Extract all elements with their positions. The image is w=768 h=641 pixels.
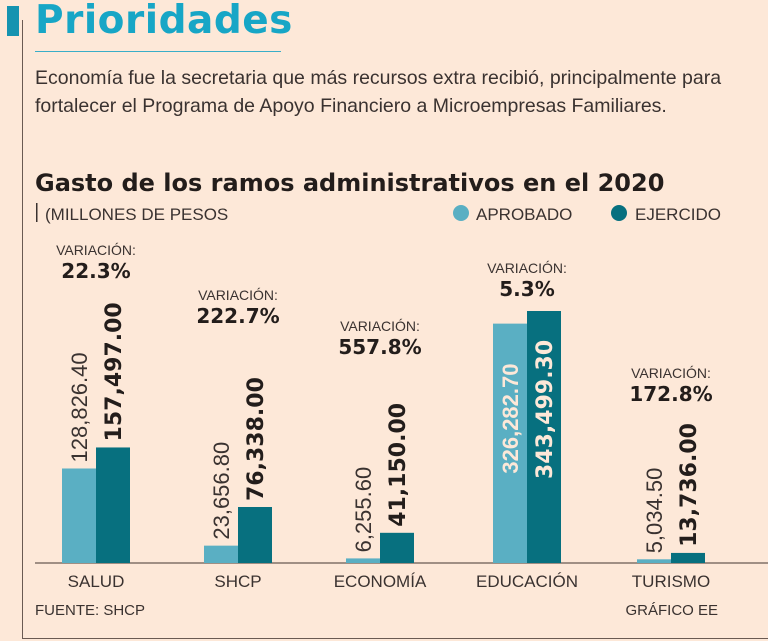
title-rule bbox=[35, 51, 281, 52]
variation-label: VARIACIÓN: bbox=[56, 242, 136, 258]
value-label-aprobado: 128,826.40 bbox=[67, 352, 92, 462]
bar-ejercido bbox=[380, 532, 414, 563]
value-label-ejercido: 157,497.00 bbox=[102, 302, 127, 441]
variation-value: 557.8% bbox=[338, 335, 421, 359]
category-label: TURISMO bbox=[632, 572, 710, 591]
value-label-ejercido: 41,150.00 bbox=[386, 403, 411, 527]
lead-text: Economía fue la secretaria que más recur… bbox=[35, 67, 722, 117]
chart-subtitle: (MILLONES DE PESOS bbox=[45, 205, 228, 224]
category-label: SALUD bbox=[68, 572, 125, 591]
value-label-ejercido: 76,338.00 bbox=[244, 377, 269, 501]
variation-value: 22.3% bbox=[61, 259, 130, 283]
bar-aprobado bbox=[637, 559, 671, 563]
bar-ejercido bbox=[527, 311, 561, 563]
value-label-ejercido: 13,736.00 bbox=[677, 423, 702, 547]
variation-label: VARIACIÓN: bbox=[631, 365, 711, 381]
page-title: Prioridades bbox=[35, 0, 293, 43]
variation-value: 172.8% bbox=[629, 382, 712, 406]
value-label-aprobado: 6,255.60 bbox=[351, 467, 376, 553]
variation-value: 5.3% bbox=[499, 277, 554, 301]
bar-aprobado bbox=[62, 468, 96, 563]
bar-ejercido bbox=[96, 447, 130, 563]
category-label: SHCP bbox=[214, 572, 261, 591]
chart-title: Gasto de los ramos administrativos en el… bbox=[35, 169, 664, 197]
bar-ejercido bbox=[671, 552, 705, 563]
frame bbox=[22, 20, 768, 639]
legend-swatch-ejercido bbox=[611, 205, 627, 221]
source-label: FUENTE: SHCP bbox=[35, 602, 145, 619]
value-label-aprobado: 23,656.80 bbox=[209, 442, 234, 540]
variation-label: VARIACIÓN: bbox=[340, 318, 420, 334]
legend-swatch-aprobado bbox=[453, 205, 469, 221]
bar-ejercido bbox=[238, 506, 272, 563]
bar-aprobado bbox=[204, 545, 238, 563]
bar-aprobado bbox=[346, 558, 380, 563]
category-label: EDUCACIÓN bbox=[476, 572, 578, 591]
credit-label: GRÁFICO EE bbox=[625, 602, 718, 619]
value-label-aprobado: 5,034.50 bbox=[642, 468, 667, 554]
category-label: ECONOMÍA bbox=[334, 572, 427, 591]
value-label-ejercido: 343,499.30 bbox=[533, 340, 558, 479]
legend-label-aprobado: APROBADO bbox=[476, 205, 572, 224]
title-flag bbox=[7, 6, 19, 36]
bar-aprobado bbox=[493, 323, 527, 563]
legend-label-ejercido: EJERCIDO bbox=[635, 205, 721, 224]
variation-value: 222.7% bbox=[196, 304, 279, 328]
value-label-aprobado: 326,282.70 bbox=[498, 364, 523, 474]
subtitle-bar bbox=[36, 203, 38, 222]
variation-label: VARIACIÓN: bbox=[487, 260, 567, 276]
variation-label: VARIACIÓN: bbox=[198, 287, 278, 303]
